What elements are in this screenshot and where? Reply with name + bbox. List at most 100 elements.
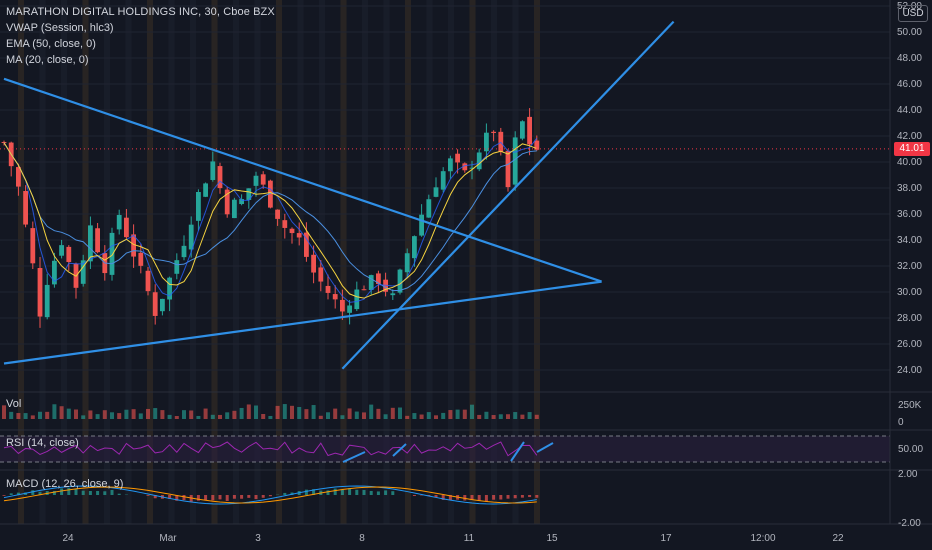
macd-histogram-bar — [391, 491, 395, 495]
currency-button[interactable]: USD — [898, 5, 928, 22]
candle-body — [88, 225, 93, 262]
candle-body — [433, 187, 439, 197]
candle-body — [289, 228, 295, 234]
candle-body — [196, 191, 201, 221]
candle-body — [239, 199, 244, 205]
volume-bar — [340, 415, 345, 419]
volume-bar — [513, 412, 518, 419]
volume-bar — [131, 409, 136, 419]
macd-histogram-bar — [67, 487, 71, 495]
y-tick-label: 36.00 — [897, 209, 922, 220]
macd-histogram-bar — [254, 495, 258, 500]
rsi-pane-label: RSI (14, close) — [6, 437, 79, 449]
volume-bar — [210, 414, 215, 419]
macd-histogram-bar — [240, 495, 244, 499]
vwap-line — [3, 137, 538, 303]
volume-bar — [376, 408, 381, 419]
macd-histogram-bar — [9, 493, 13, 495]
session-band — [18, 0, 24, 524]
macd-histogram-bar — [2, 495, 6, 496]
macd-histogram-bar — [441, 495, 445, 500]
trendline-lower-converging — [3, 280, 602, 365]
trendline-rising-support — [341, 20, 675, 370]
volume-bar — [66, 408, 71, 419]
macd-histogram-bar — [261, 495, 265, 498]
macd-histogram-bar — [412, 495, 416, 497]
volume-bar — [261, 413, 266, 419]
volume-bar — [455, 409, 460, 419]
candle-body — [347, 305, 352, 313]
candle-body — [462, 163, 468, 171]
x-tick-label: 3 — [255, 533, 261, 544]
session-band — [512, 0, 519, 524]
candle-body — [426, 199, 432, 218]
macd-histogram-bar — [168, 495, 172, 499]
candle-body — [455, 153, 460, 163]
y-tick-label: 28.00 — [897, 313, 922, 324]
macd-tick-label: 2.00 — [898, 469, 918, 480]
x-tick-label: Mar — [159, 533, 177, 544]
volume-bar — [498, 414, 503, 419]
session-band — [211, 0, 218, 524]
candle-body — [1, 142, 7, 144]
macd-histogram-bar — [110, 489, 114, 495]
x-tick-label: 15 — [546, 533, 558, 544]
candle-body — [282, 220, 288, 228]
session-band — [362, 0, 368, 524]
macd-histogram-bar — [333, 488, 337, 495]
rsi-trendline — [342, 451, 366, 463]
chart-title: MARATHON DIGITAL HOLDINGS INC, 30, Cboe … — [6, 6, 275, 18]
macd-histogram-bar — [484, 495, 488, 502]
macd-histogram-bar — [477, 495, 481, 501]
rsi-band — [0, 436, 890, 462]
macd-histogram-bar — [96, 490, 100, 495]
volume-bar — [484, 411, 489, 419]
macd-histogram-bar — [16, 492, 20, 495]
y-tick-label: 48.00 — [897, 53, 922, 64]
volume-bar — [95, 414, 100, 419]
volume-bar — [362, 412, 366, 419]
candle-body — [534, 140, 540, 150]
volume-bar — [167, 414, 172, 419]
trendline-upper-converging — [3, 77, 602, 283]
candle-body — [131, 234, 136, 257]
y-tick-label: 32.00 — [897, 261, 922, 272]
volume-bar — [297, 406, 302, 419]
session-band — [276, 0, 282, 524]
macd-histogram-bar — [499, 495, 503, 500]
volume-bar — [218, 414, 222, 419]
session-band — [491, 0, 497, 524]
macd-histogram-bar — [470, 495, 474, 500]
volume-bar — [225, 412, 230, 419]
volume-bar — [275, 405, 280, 419]
candle-body — [59, 245, 64, 256]
session-band — [426, 0, 433, 524]
candle-body — [16, 167, 21, 187]
macd-histogram-bar — [362, 490, 366, 495]
macd-histogram-bar — [520, 495, 524, 498]
volume-bar — [441, 412, 446, 419]
candle-body — [260, 174, 266, 185]
macd-histogram-bar — [175, 495, 179, 501]
candle-body — [318, 267, 324, 282]
macd-histogram-bar — [204, 495, 208, 501]
y-tick-label: 30.00 — [897, 287, 922, 298]
macd-tick-label: -2.00 — [898, 518, 921, 529]
x-tick-label: 24 — [62, 533, 74, 544]
macd-histogram-bar — [434, 495, 438, 498]
candle-body — [512, 137, 518, 185]
indicator-ema-label: EMA (50, close, 0) — [6, 38, 96, 50]
volume-bar — [426, 412, 431, 419]
macd-pane-label: MACD (12, 26, close, 9) — [6, 478, 124, 490]
macd-histogram-bar — [38, 491, 42, 495]
volume-bar — [110, 412, 114, 419]
volume-bar — [318, 415, 323, 419]
volume-bar — [74, 409, 78, 419]
candle-body — [527, 116, 532, 145]
volume-bar — [390, 407, 395, 419]
candle-body — [340, 299, 345, 312]
candle-body — [448, 158, 453, 172]
volume-bar — [117, 413, 122, 419]
y-tick-label: 40.00 — [897, 157, 922, 168]
